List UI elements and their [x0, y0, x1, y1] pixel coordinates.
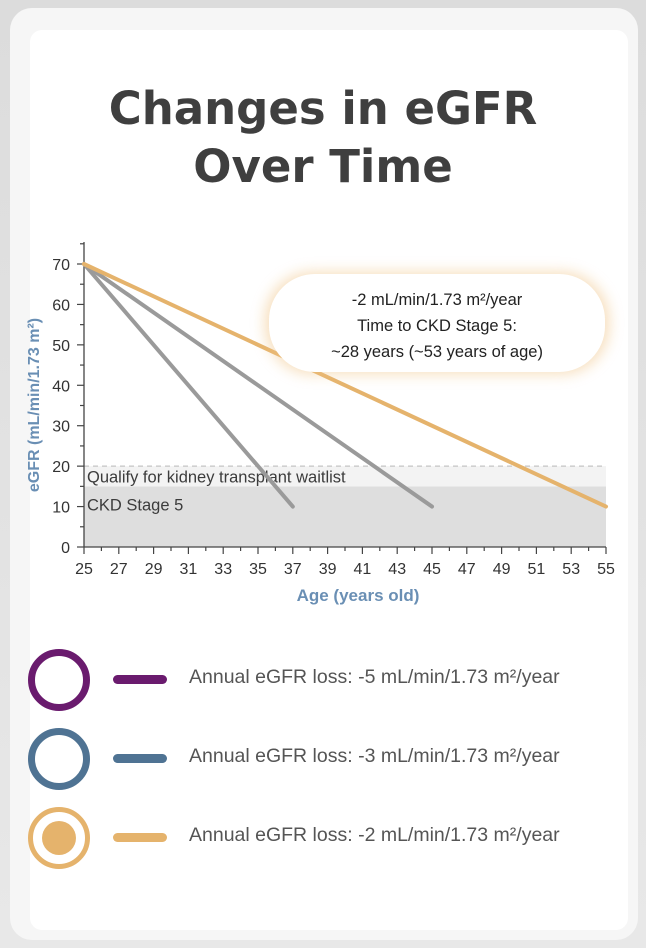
y-tick-label: 10	[52, 500, 70, 517]
x-tick-label: 49	[493, 561, 511, 578]
annotation-line-1: -2 mL/min/1.73 m²/year	[352, 291, 523, 309]
x-tick-label: 47	[458, 561, 476, 578]
legend-row-2: Annual eGFR loss: -3 mL/min/1.73 m²/year	[0, 728, 646, 798]
x-tick-label: 53	[562, 561, 580, 578]
annotation-bubble	[269, 274, 605, 372]
series-line-minus-2	[82, 262, 608, 509]
y-tick-label: 60	[52, 297, 70, 314]
waitlist-label: Qualify for kidney transplant waitlist	[87, 468, 346, 486]
legend-label-1: Annual eGFR loss: -5 mL/min/1.73 m²/year	[189, 666, 560, 688]
legend-dot	[42, 821, 76, 855]
x-tick-label: 33	[214, 561, 232, 578]
y-tick-label: 0	[61, 540, 70, 557]
legend-label-3: Annual eGFR loss: -2 mL/min/1.73 m²/year	[189, 824, 560, 846]
legend-line-blue	[113, 754, 167, 763]
y-tick-label: 50	[52, 338, 70, 355]
legend-circle-orange-icon	[28, 807, 90, 869]
annotation-line-3: ~28 years (~53 years of age)	[331, 343, 543, 361]
legend-line-purple	[113, 675, 167, 684]
x-tick-label: 39	[319, 561, 337, 578]
legend-circle-blue-icon	[28, 728, 90, 790]
x-tick-label: 55	[597, 561, 615, 578]
series-line-minus-5	[82, 262, 295, 509]
waitlist-band	[84, 466, 606, 487]
ckd-stage-5-label: CKD Stage 5	[87, 496, 183, 514]
x-tick-label: 45	[423, 561, 441, 578]
x-tick-label: 37	[284, 561, 302, 578]
y-tick-label: 40	[52, 378, 70, 395]
legend-row-3: Annual eGFR loss: -2 mL/min/1.73 m²/year	[0, 807, 646, 877]
x-tick-label: 27	[110, 561, 128, 578]
legend-row-1: Annual eGFR loss: -5 mL/min/1.73 m²/year	[0, 649, 646, 719]
x-tick-label: 41	[354, 561, 372, 578]
ckd-stage-5-band	[84, 486, 606, 547]
x-tick-label: 31	[180, 561, 198, 578]
page-title: Changes in eGFR Over Time	[0, 80, 646, 196]
x-tick-label: 25	[75, 561, 93, 578]
y-axis-label: eGFR (mL/min/1.73 m²)	[26, 318, 43, 492]
y-tick-label: 30	[52, 419, 70, 436]
y-tick-label: 70	[52, 257, 70, 274]
x-tick-label: 51	[528, 561, 546, 578]
y-tick-label: 20	[52, 459, 70, 476]
x-tick-label: 43	[388, 561, 406, 578]
legend-line-orange	[113, 833, 167, 842]
legend-label-2: Annual eGFR loss: -3 mL/min/1.73 m²/year	[189, 745, 560, 767]
title-line-1: Changes in eGFR	[108, 82, 538, 135]
x-axis-label: Age (years old)	[297, 586, 420, 605]
series-line-minus-3	[82, 262, 434, 509]
x-tick-label: 35	[249, 561, 267, 578]
legend-circle-purple-icon	[28, 649, 90, 711]
x-tick-label: 29	[145, 561, 163, 578]
annotation-line-2: Time to CKD Stage 5:	[357, 317, 517, 335]
title-line-2: Over Time	[193, 140, 453, 193]
